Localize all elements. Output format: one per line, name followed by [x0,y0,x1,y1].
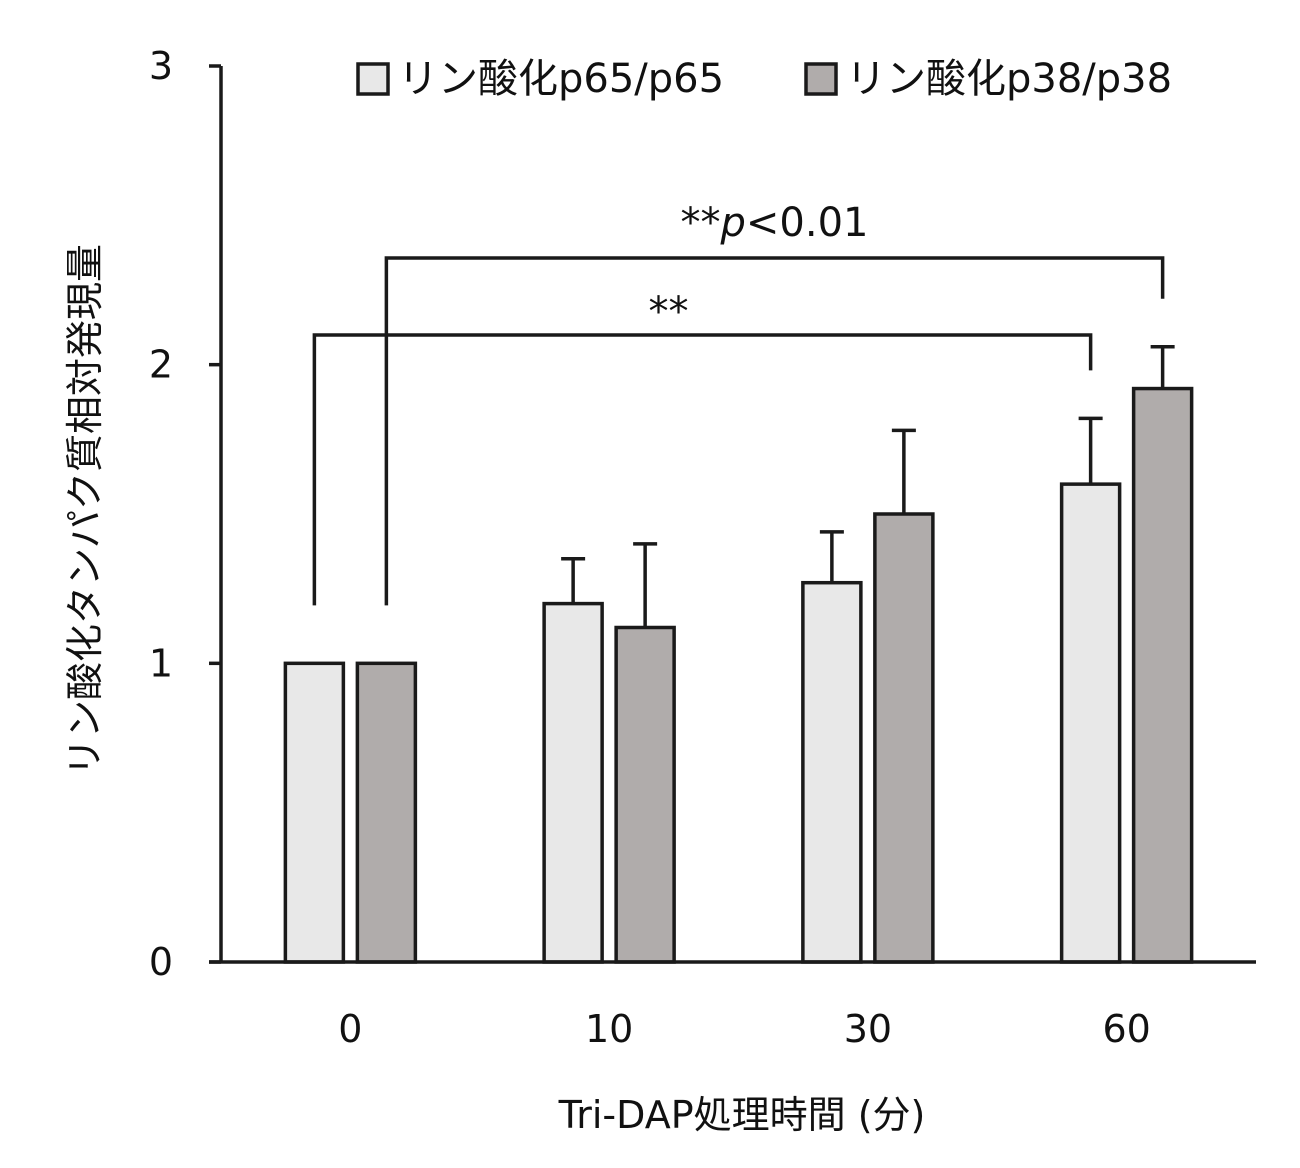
bar-series0-cat0 [283,661,346,964]
legend: リン酸化p65/p65 リン酸化p38/p38 [356,56,1172,102]
x-tick-label-30: 30 [844,1007,892,1051]
legend-swatch-0 [356,62,390,96]
significance-label-1: **p<0.01 [681,200,869,246]
legend-swatch-1 [804,62,838,96]
error-bars-layer [561,344,1175,628]
bar-series0-cat2 [801,580,863,964]
significance-label-0: ** [649,289,689,335]
x-axis-title: Tri-DAP処理時間 (分) [558,1093,926,1137]
x-tick-label-0: 0 [338,1007,362,1051]
y-tick-label-2: 2 [149,343,173,387]
legend-label-1: リン酸化p38/p38 [846,56,1172,102]
y-tick-label-1: 1 [149,641,173,685]
bar-series1-cat0 [355,661,418,964]
x-tick-label-10: 10 [585,1007,633,1051]
legend-label-0: リン酸化p65/p65 [398,56,724,102]
bar-series1-cat1 [614,625,676,964]
y-axis-title: リン酸化タンパク質相対発現量 [63,244,107,776]
bars-layer [283,386,1194,964]
significance-layer: ** **p<0.01 [312,200,1165,606]
significance-bracket-0 [312,333,1093,606]
y-tick-label-3: 3 [149,44,173,88]
bar-series1-cat2 [873,512,935,964]
bar-series0-cat3 [1059,482,1122,964]
significance-bracket-1 [384,256,1165,606]
bar-series1-cat3 [1131,386,1194,964]
y-tick-label-0: 0 [149,940,173,984]
bar-series0-cat1 [542,601,604,964]
x-tick-label-60: 60 [1102,1007,1150,1051]
